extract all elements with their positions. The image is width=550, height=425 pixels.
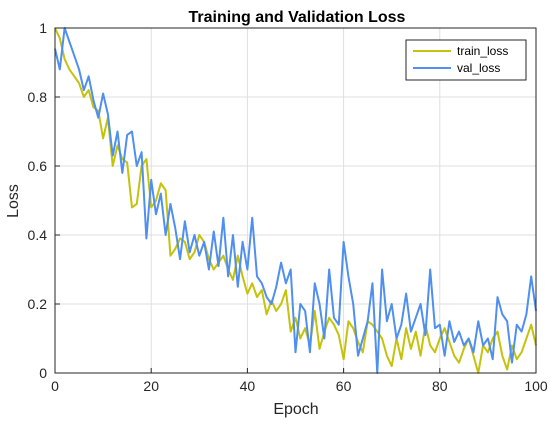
x-tick-label-3: 60 [336, 378, 352, 394]
y-tick-label-2: 0.4 [28, 227, 48, 243]
legend-label-train-loss: train_loss [457, 44, 508, 58]
legend-label-val-loss: val_loss [457, 61, 500, 75]
legend-box [405, 39, 527, 81]
series-line-val-loss [54, 27, 537, 374]
x-tick-label-5: 100 [524, 378, 548, 394]
x-axis-label: Epoch [273, 401, 318, 418]
x-tick-label-0: 0 [51, 378, 59, 394]
y-axis-ticks: 0 0.2 0.4 0.6 0.8 1 [28, 20, 60, 381]
y-tick-label-4: 0.8 [28, 89, 48, 105]
x-axis-ticks: 0 20 40 60 80 100 [51, 368, 548, 394]
y-axis-label: Loss [5, 184, 22, 218]
series-line-train-loss [54, 27, 537, 374]
y-tick-label-0: 0 [39, 365, 47, 381]
x-tick-label-1: 20 [143, 378, 159, 394]
plot-frame [54, 27, 537, 374]
legend: train_loss val_loss [405, 39, 527, 81]
y-tick-label-5: 1 [39, 20, 47, 36]
y-tick-label-3: 0.6 [28, 158, 48, 174]
x-tick-label-2: 40 [240, 378, 256, 394]
chart-title: Training and Validation Loss [189, 9, 406, 26]
series-layer [54, 27, 537, 374]
y-tick-label-1: 0.2 [28, 296, 48, 312]
x-tick-label-4: 80 [432, 378, 448, 394]
